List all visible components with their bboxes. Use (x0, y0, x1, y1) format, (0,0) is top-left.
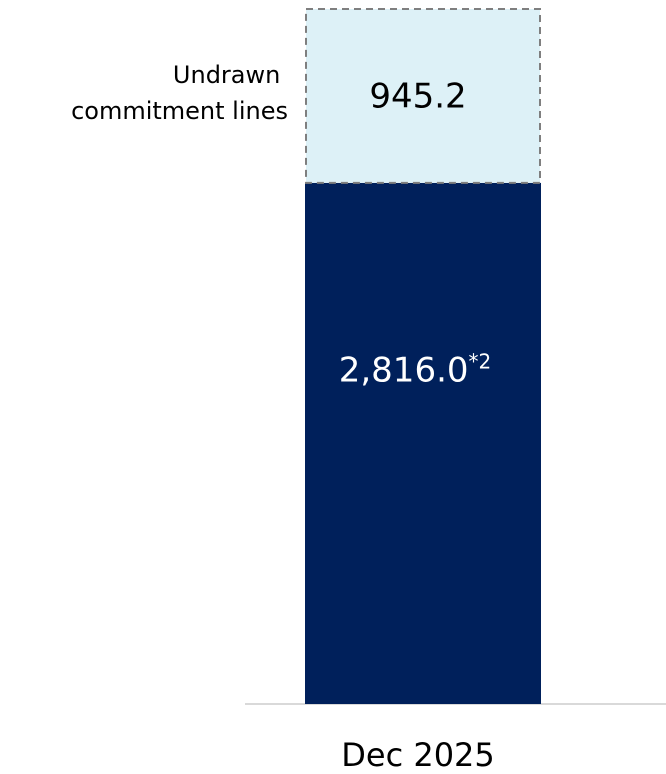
legend-label-line-1: Undrawn (173, 61, 280, 89)
x-axis-category-label: Dec 2025 (341, 736, 495, 774)
bar-segment-drawn-value-label: 2,816.0*2 (339, 349, 492, 390)
footnote-marker: *2 (469, 349, 492, 373)
bar-segment-drawn (305, 182, 541, 704)
bar-segment-undrawn-commitment-lines (305, 8, 541, 184)
drawn-value-text: 2,816.0 (339, 350, 469, 390)
bar-segment-undrawn-value-label: 945.2 (369, 76, 466, 116)
undrawn-commitment-lines-legend-label: Undrawn commitment lines (71, 61, 288, 125)
legend-label-line-2: commitment lines (71, 97, 288, 125)
